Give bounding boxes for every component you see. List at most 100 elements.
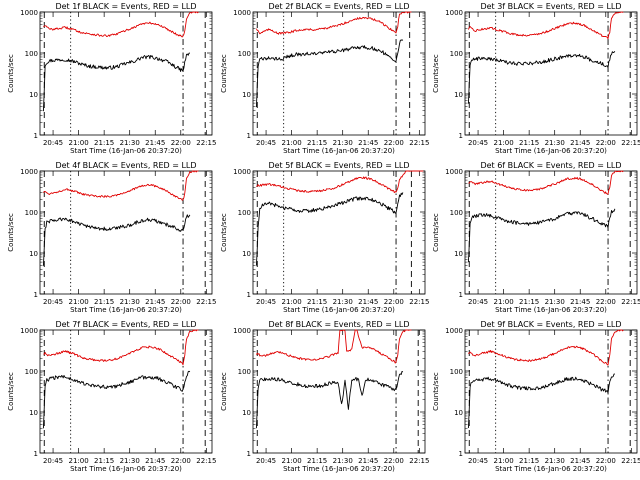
x-tick-label: 21:30	[120, 457, 140, 465]
plot-frame	[39, 170, 213, 295]
x-axis-label: Start Time (16-Jan-06 20:37:20)	[283, 147, 395, 155]
y-axis-label: Counts/sec	[7, 54, 15, 93]
panel-title: Det 3f BLACK = Events, RED = LLD	[480, 2, 621, 11]
y-tick-label: 10	[242, 409, 251, 417]
y-tick-label: 1	[247, 291, 251, 299]
x-tick-label: 21:45	[358, 298, 378, 306]
x-tick-label: 21:30	[545, 457, 565, 465]
panel-title: Det 5f BLACK = Events, RED = LLD	[268, 161, 409, 170]
x-tick-label: 22:00	[171, 139, 191, 147]
x-tick-label: 21:15	[307, 457, 327, 465]
panel-title: Det 8f BLACK = Events, RED = LLD	[268, 320, 409, 329]
x-tick-label: 21:00	[69, 298, 89, 306]
panel-title: Det 9f BLACK = Events, RED = LLD	[480, 320, 621, 329]
x-tick-label: 22:00	[171, 457, 191, 465]
x-tick-label: 21:00	[282, 139, 302, 147]
x-tick-label: 22:15	[196, 457, 216, 465]
x-axis-label: Start Time (16-Jan-06 20:37:20)	[70, 306, 182, 314]
panel-title: Det 7f BLACK = Events, RED = LLD	[55, 320, 196, 329]
detector-panel: Det 1f BLACK = Events, RED = LLD 1 10 100 10…	[7, 2, 216, 155]
y-axis-label: Counts/sec	[7, 372, 15, 411]
series-line-lld	[468, 170, 624, 195]
y-axis-label: Counts/sec	[220, 54, 228, 93]
x-tick-label: 22:00	[384, 457, 404, 465]
x-tick-label: 22:15	[196, 139, 216, 147]
x-tick-label: 21:00	[494, 457, 514, 465]
x-tick-label: 21:45	[145, 457, 165, 465]
x-tick-label: 21:30	[120, 139, 140, 147]
x-tick-label: 21:30	[333, 298, 353, 306]
plot-frame	[464, 11, 638, 136]
x-tick-label: 21:30	[333, 457, 353, 465]
x-tick-label: 22:00	[384, 139, 404, 147]
series-line-events	[467, 373, 615, 429]
y-axis-label: Counts/sec	[220, 213, 228, 252]
series-line-lld	[256, 11, 412, 35]
y-tick-label: 1	[247, 450, 251, 458]
y-tick-label: 1000	[445, 327, 463, 335]
detector-panel: Det 3f BLACK = Events, RED = LLD 1 10 100 10…	[432, 2, 640, 155]
y-tick-label: 10	[454, 409, 463, 417]
y-axis-label: Counts/sec	[432, 54, 440, 93]
series-line-events	[42, 214, 191, 266]
series-line-lld	[43, 11, 199, 38]
x-axis-label: Start Time (16-Jan-06 20:37:20)	[283, 465, 395, 473]
y-tick-label: 1000	[445, 168, 463, 176]
x-tick-label: 21:15	[94, 457, 114, 465]
x-tick-label: 21:45	[358, 457, 378, 465]
x-tick-label: 21:30	[333, 139, 353, 147]
y-tick-label: 10	[454, 250, 463, 258]
y-axis-label: Counts/sec	[7, 213, 15, 252]
y-tick-label: 1000	[233, 327, 251, 335]
series-line-lld	[256, 329, 412, 364]
y-tick-label: 10	[29, 91, 38, 99]
y-tick-label: 1000	[20, 327, 38, 335]
x-tick-label: 22:15	[409, 139, 429, 147]
detector-panel: Det 7f BLACK = Events, RED = LLD 1 10 100 10…	[7, 320, 216, 473]
detector-panel: Det 9f BLACK = Events, RED = LLD 1 10 100 10…	[432, 320, 640, 473]
y-tick-label: 100	[450, 368, 463, 376]
x-tick-label: 21:00	[69, 457, 89, 465]
panel-title: Det 6f BLACK = Events, RED = LLD	[480, 161, 621, 170]
x-tick-label: 22:15	[621, 139, 640, 147]
y-tick-label: 1	[459, 132, 463, 140]
y-tick-label: 1	[459, 291, 463, 299]
x-tick-label: 21:15	[307, 298, 327, 306]
plot-frame	[464, 170, 638, 295]
y-tick-label: 1000	[20, 168, 38, 176]
x-tick-label: 21:45	[570, 298, 590, 306]
y-tick-label: 1	[34, 132, 38, 140]
plot-frame	[252, 11, 426, 136]
series-line-events	[255, 370, 404, 429]
y-tick-label: 1000	[233, 168, 251, 176]
series-line-lld	[468, 329, 624, 366]
x-tick-label: 22:00	[171, 298, 191, 306]
plot-frame	[464, 329, 638, 454]
x-axis-label: Start Time (16-Jan-06 20:37:20)	[495, 306, 607, 314]
x-tick-label: 22:15	[621, 457, 640, 465]
series-line-events	[42, 370, 191, 429]
x-tick-label: 21:45	[570, 457, 590, 465]
x-tick-label: 21:15	[519, 457, 539, 465]
x-tick-label: 20:45	[468, 457, 488, 465]
y-tick-label: 1000	[233, 9, 251, 17]
y-tick-label: 100	[25, 368, 38, 376]
x-tick-label: 21:15	[519, 298, 539, 306]
x-tick-label: 22:15	[621, 298, 640, 306]
x-tick-label: 21:30	[545, 298, 565, 306]
x-axis-label: Start Time (16-Jan-06 20:37:20)	[70, 465, 182, 473]
series-line-events	[255, 192, 404, 266]
series-line-events	[467, 50, 616, 104]
x-tick-label: 21:45	[570, 139, 590, 147]
x-tick-label: 21:30	[120, 298, 140, 306]
series-line-events	[255, 39, 404, 108]
y-tick-label: 100	[238, 368, 251, 376]
x-tick-label: 22:00	[596, 457, 616, 465]
x-axis-label: Start Time (16-Jan-06 20:37:20)	[495, 465, 607, 473]
y-axis-label: Counts/sec	[432, 213, 440, 252]
x-tick-label: 20:45	[256, 457, 276, 465]
x-tick-label: 21:15	[94, 298, 114, 306]
y-tick-label: 100	[450, 50, 463, 58]
x-tick-label: 20:45	[43, 457, 63, 465]
